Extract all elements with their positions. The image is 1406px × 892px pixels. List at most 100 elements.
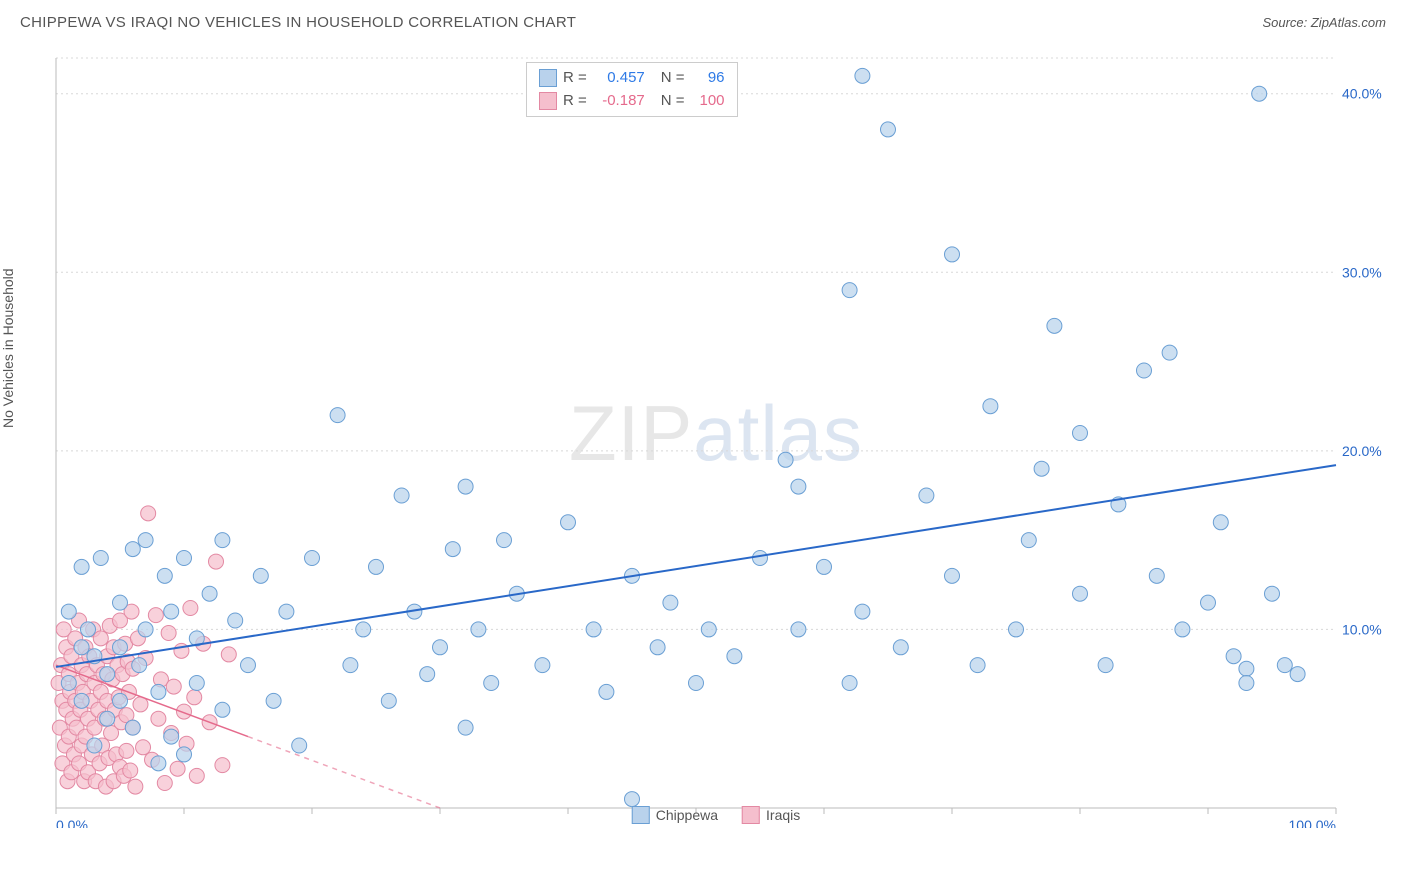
- chippewa-point: [132, 658, 147, 673]
- n-label: N =: [661, 90, 685, 113]
- chippewa-point: [74, 693, 89, 708]
- chippewa-point: [381, 693, 396, 708]
- chippewa-point: [157, 568, 172, 583]
- chippewa-point: [81, 622, 96, 637]
- chippewa-point: [753, 551, 768, 566]
- legend-swatch: [632, 806, 650, 824]
- chippewa-point: [356, 622, 371, 637]
- chippewa-point: [125, 542, 140, 557]
- scatter-plot: 0.0%100.0%10.0%20.0%30.0%40.0%: [46, 48, 1386, 828]
- chippewa-point: [561, 515, 576, 530]
- chippewa-point: [1252, 86, 1267, 101]
- chippewa-point: [177, 551, 192, 566]
- chippewa-point: [74, 559, 89, 574]
- chippewa-point: [855, 68, 870, 83]
- iraqis-point: [161, 626, 176, 641]
- stats-row: R =0.457N =96: [539, 67, 725, 90]
- chippewa-point: [1137, 363, 1152, 378]
- chippewa-point: [1239, 676, 1254, 691]
- chippewa-point: [1277, 658, 1292, 673]
- chippewa-point: [919, 488, 934, 503]
- iraqis-point: [123, 763, 138, 778]
- svg-text:0.0%: 0.0%: [56, 817, 88, 828]
- iraqis-point: [119, 743, 134, 758]
- iraqis-point: [187, 690, 202, 705]
- chippewa-point: [983, 399, 998, 414]
- iraqis-point: [151, 711, 166, 726]
- chippewa-point: [1201, 595, 1216, 610]
- iraqis-point: [93, 631, 108, 646]
- chippewa-point: [1162, 345, 1177, 360]
- legend-swatch: [742, 806, 760, 824]
- svg-text:40.0%: 40.0%: [1342, 86, 1382, 102]
- legend-item: Chippewa: [632, 806, 718, 824]
- chippewa-point: [1290, 667, 1305, 682]
- iraqis-point: [148, 608, 163, 623]
- chippewa-point: [215, 702, 230, 717]
- iraqis-point: [141, 506, 156, 521]
- iraqis-point: [209, 554, 224, 569]
- n-value: 96: [691, 67, 725, 90]
- chippewa-point: [945, 568, 960, 583]
- chippewa-point: [189, 676, 204, 691]
- iraqis-point: [166, 679, 181, 694]
- chippewa-point: [177, 747, 192, 762]
- chippewa-point: [778, 452, 793, 467]
- chippewa-point: [1175, 622, 1190, 637]
- chippewa-point: [701, 622, 716, 637]
- chippewa-point: [586, 622, 601, 637]
- chippewa-point: [266, 693, 281, 708]
- svg-text:10.0%: 10.0%: [1342, 621, 1382, 637]
- chippewa-point: [228, 613, 243, 628]
- r-label: R =: [563, 67, 587, 90]
- chart-area: ZIPatlas 0.0%100.0%10.0%20.0%30.0%40.0% …: [46, 48, 1386, 828]
- chippewa-point: [689, 676, 704, 691]
- chippewa-point: [445, 542, 460, 557]
- r-value: -0.187: [593, 90, 645, 113]
- chippewa-point: [151, 756, 166, 771]
- legend-label: Chippewa: [656, 807, 718, 823]
- iraqis-point: [157, 776, 172, 791]
- chippewa-point: [663, 595, 678, 610]
- chippewa-point: [1213, 515, 1228, 530]
- chippewa-point: [893, 640, 908, 655]
- chippewa-point: [1047, 318, 1062, 333]
- chippewa-point: [253, 568, 268, 583]
- chippewa-point: [151, 684, 166, 699]
- chippewa-point: [100, 667, 115, 682]
- chippewa-point: [791, 479, 806, 494]
- chippewa-point: [625, 792, 640, 807]
- chippewa-point: [817, 559, 832, 574]
- chippewa-point: [1239, 661, 1254, 676]
- chippewa-point: [471, 622, 486, 637]
- chippewa-point: [970, 658, 985, 673]
- iraqis-point: [215, 758, 230, 773]
- chippewa-point: [113, 640, 128, 655]
- chippewa-point: [164, 604, 179, 619]
- chippewa-point: [458, 720, 473, 735]
- iraqis-point: [221, 647, 236, 662]
- chippewa-point: [855, 604, 870, 619]
- n-label: N =: [661, 67, 685, 90]
- chippewa-point: [1073, 586, 1088, 601]
- chippewa-point: [881, 122, 896, 137]
- chippewa-point: [87, 738, 102, 753]
- header: CHIPPEWA VS IRAQI NO VEHICLES IN HOUSEHO…: [0, 0, 1406, 43]
- chippewa-point: [202, 586, 217, 601]
- chippewa-point: [420, 667, 435, 682]
- chippewa-point: [1073, 426, 1088, 441]
- chippewa-point: [113, 595, 128, 610]
- source-label: Source: ZipAtlas.com: [1262, 15, 1386, 30]
- chippewa-point: [61, 604, 76, 619]
- chippewa-point: [497, 533, 512, 548]
- chippewa-point: [1021, 533, 1036, 548]
- chippewa-point: [164, 729, 179, 744]
- iraqis-point: [136, 740, 151, 755]
- iraqis-point: [128, 779, 143, 794]
- legend-bottom: Chippewa Iraqis: [632, 806, 801, 824]
- legend-label: Iraqis: [766, 807, 800, 823]
- chippewa-point: [138, 622, 153, 637]
- chippewa-point: [330, 408, 345, 423]
- chippewa-point: [279, 604, 294, 619]
- source-name: ZipAtlas.com: [1311, 15, 1386, 30]
